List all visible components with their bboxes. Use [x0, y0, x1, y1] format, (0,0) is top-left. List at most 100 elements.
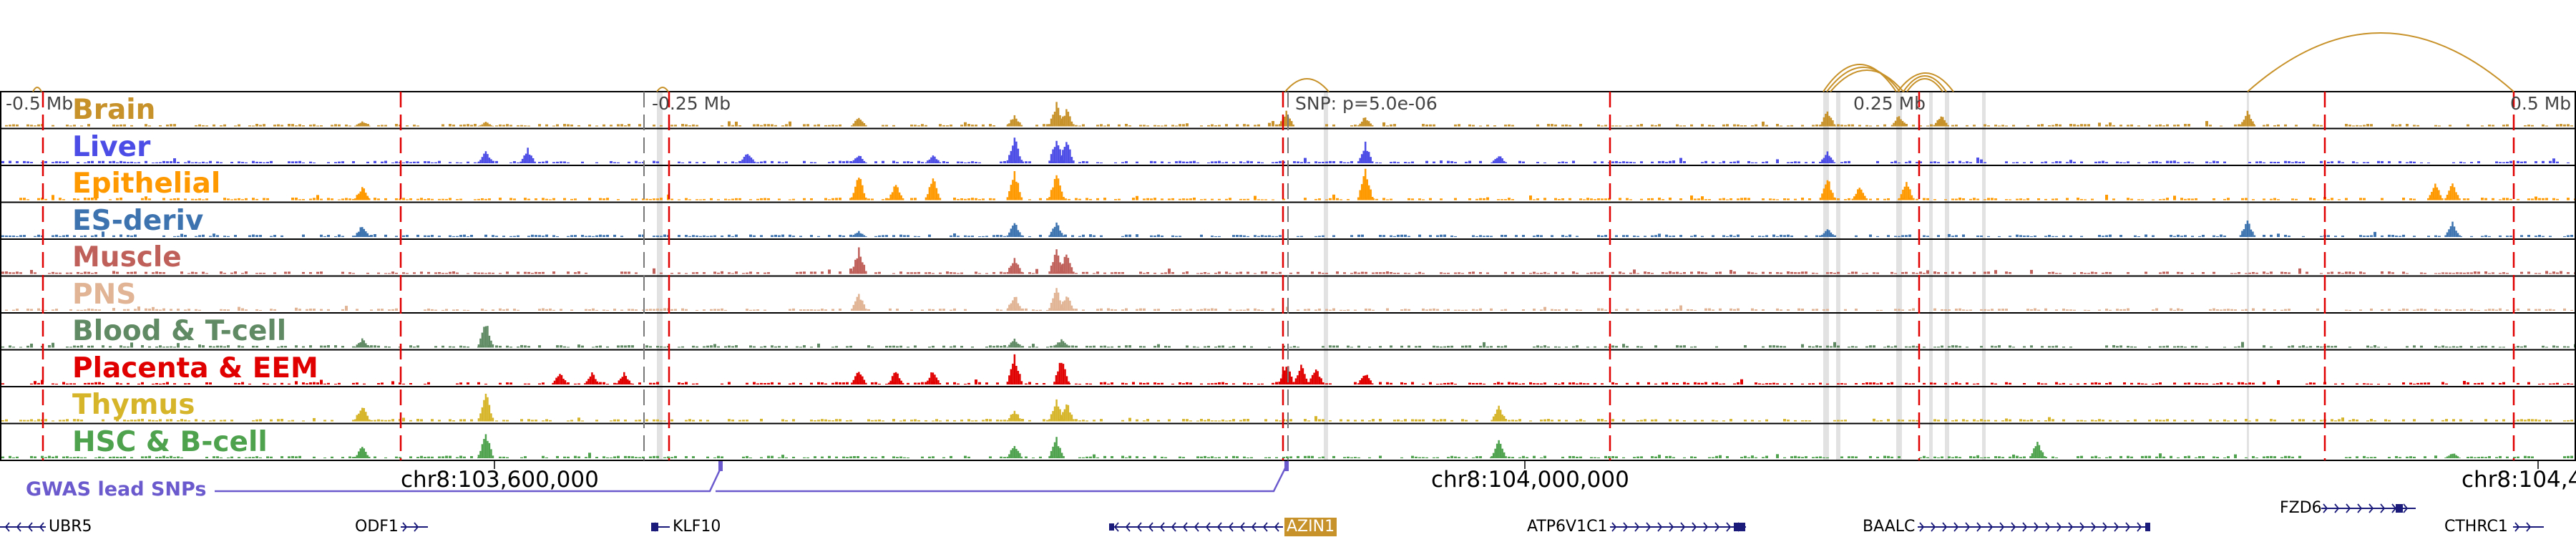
signal-bar — [728, 345, 731, 348]
signal-bar — [957, 236, 960, 237]
gene-cthrc1[interactable]: CTHRC1 — [2444, 518, 2508, 536]
signal-peak — [587, 379, 590, 384]
signal-bar — [1254, 235, 1257, 237]
signal-bar — [978, 236, 981, 237]
signal-peak — [481, 407, 484, 422]
signal-bar — [1028, 346, 1031, 348]
gene-baalc-strand-arrow — [2114, 522, 2119, 532]
signal-bar — [2470, 346, 2473, 348]
signal-bar — [2055, 198, 2058, 200]
signal-bar — [992, 235, 995, 237]
gene-odf1[interactable]: ODF1 — [355, 518, 399, 536]
signal-bar — [552, 162, 555, 163]
signal-bar — [2302, 345, 2305, 348]
signal-peak — [488, 405, 491, 422]
signal-peak — [1013, 296, 1016, 311]
signal-bar — [302, 198, 305, 200]
signal-bar — [1472, 235, 1475, 237]
signal-bar — [2384, 419, 2387, 422]
signal-bar — [1082, 234, 1085, 237]
signal-bar — [996, 382, 999, 384]
signal-bar — [2137, 125, 2140, 127]
gene-atp6v1c1[interactable]: ATP6V1C1 — [1527, 518, 1608, 536]
signal-peak — [1048, 419, 1050, 422]
signal-bar — [270, 419, 273, 422]
signal-bar — [391, 309, 394, 311]
signal-bar — [467, 309, 469, 311]
signal-bar — [323, 420, 326, 422]
signal-bar — [2495, 161, 2498, 163]
signal-bar — [427, 161, 430, 163]
signal-peak — [865, 271, 867, 274]
signal-peak — [479, 125, 482, 127]
signal-bar — [2545, 309, 2548, 311]
signal-bar — [1071, 345, 1074, 348]
signal-bar — [1654, 419, 1657, 422]
signal-bar — [985, 419, 988, 422]
signal-bar — [2227, 420, 2230, 422]
signal-bar — [1318, 309, 1321, 311]
signal-bar — [23, 198, 26, 200]
signal-bar — [1765, 235, 1768, 237]
signal-peak — [1911, 195, 1913, 200]
signal-bar — [1443, 234, 1446, 237]
signal-bar — [570, 420, 573, 422]
signal-peak — [1062, 301, 1064, 311]
signal-bar — [814, 420, 816, 422]
signal-bar — [1221, 382, 1224, 384]
signal-bar — [781, 234, 784, 237]
signal-bar — [1518, 160, 1521, 163]
signal-peak — [1015, 342, 1018, 348]
signal-bar — [1375, 198, 1378, 200]
signal-bar — [685, 420, 688, 422]
signal-bar — [506, 271, 509, 274]
signal-bar — [2041, 383, 2044, 384]
signal-bar — [1597, 235, 1600, 237]
signal-peak — [1364, 117, 1367, 127]
signal-bar — [273, 272, 276, 274]
signal-bar — [495, 345, 498, 348]
signal-bar — [1279, 420, 1282, 422]
signal-bar — [467, 124, 469, 127]
signal-bar — [967, 382, 970, 384]
signal-bar — [1597, 124, 1600, 127]
signal-bar — [2416, 382, 2419, 384]
signal-bar — [1161, 125, 1163, 127]
signal-bar — [209, 236, 212, 237]
signal-bar — [846, 346, 849, 348]
signal-bar — [2531, 125, 2534, 127]
signal-bar — [828, 199, 831, 200]
signal-bar — [130, 271, 133, 274]
signal-bar — [1243, 235, 1246, 237]
signal-bar — [2459, 161, 2462, 163]
signal-bar — [767, 382, 770, 384]
gene-azin1[interactable]: AZIN1 — [1284, 518, 1337, 536]
gene-fzd6[interactable]: FZD6 — [2280, 499, 2322, 517]
signal-bar — [1543, 455, 1546, 458]
signal-peak — [361, 407, 364, 422]
gene-ubr5[interactable]: UBR5 — [49, 518, 92, 536]
signal-peak — [1819, 198, 1822, 200]
signal-bar — [2209, 309, 2212, 311]
signal-bar — [202, 345, 205, 348]
signal-peak — [591, 372, 593, 384]
signal-bar — [2220, 234, 2223, 237]
gene-fzd6-strand-arrow — [2380, 503, 2386, 513]
signal-bar — [1601, 383, 1604, 384]
signal-peak — [1943, 120, 1946, 127]
signal-peak — [1494, 159, 1496, 163]
signal-bar — [520, 344, 523, 348]
signal-bar — [2084, 309, 2087, 311]
signal-bar — [316, 195, 319, 200]
signal-peak — [937, 160, 940, 163]
signal-bar — [1443, 273, 1446, 274]
signal-bar — [2159, 346, 2162, 348]
gene-klf10[interactable]: KLF10 — [673, 518, 721, 536]
gene-baalc[interactable]: BAALC — [1863, 518, 1916, 536]
signal-bar — [395, 236, 398, 237]
signal-bar — [1955, 198, 1958, 200]
signal-bar — [1805, 456, 1807, 458]
signal-bar — [2248, 162, 2251, 163]
signal-bar — [166, 419, 169, 422]
signal-bar — [2323, 382, 2326, 384]
